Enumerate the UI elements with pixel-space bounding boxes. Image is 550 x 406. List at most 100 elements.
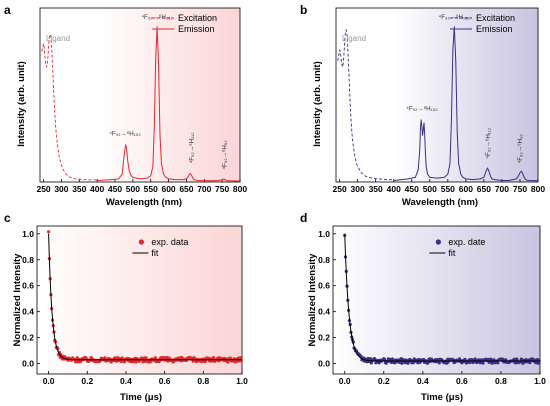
y-tick-label: 0.2 — [318, 333, 330, 343]
x-tick-label: 300 — [351, 184, 365, 194]
x-tick-label: 250 — [36, 184, 50, 194]
legend-marker — [138, 239, 144, 245]
data-marker — [238, 356, 243, 360]
x-tick-label: 0.2 — [378, 376, 390, 386]
plot-frame — [36, 225, 243, 375]
data-marker — [489, 357, 493, 361]
legend-label: Emission — [178, 24, 215, 34]
y-tick-label: 0.4 — [318, 307, 330, 317]
x-tick-label: 550 — [144, 184, 158, 194]
panel-b-excitation-emission-purple: b Intensity (arb. unit) Wavelength (nm) … — [300, 3, 545, 208]
legend-label: fit — [448, 248, 456, 258]
x-tick-label: 0.6 — [456, 376, 468, 386]
x-tick-label: 450 — [405, 184, 419, 194]
data-marker — [514, 361, 518, 365]
data-marker — [103, 356, 107, 360]
data-marker — [153, 356, 157, 360]
emission-line — [393, 26, 539, 182]
excitation-line — [337, 29, 394, 181]
transition-annotation: ⁴F₉₂→⁶H₁₃₂ — [141, 14, 173, 21]
data-marker — [536, 361, 541, 365]
excitation-line — [41, 33, 98, 181]
y-tick-label: 0.0 — [318, 359, 330, 369]
legend-label: exp. date — [448, 237, 485, 247]
x-tick-label: 550 — [441, 184, 455, 194]
plot-frame — [335, 7, 539, 183]
x-tick-label: 0.8 — [197, 376, 209, 386]
x-tick-label: 450 — [108, 184, 122, 194]
x-tick-label: 0.8 — [495, 376, 507, 386]
legend-label: fit — [151, 248, 159, 258]
x-tick-label: 800 — [233, 184, 247, 194]
background-gradient — [333, 226, 540, 374]
x-tick-label: 1.0 — [534, 376, 546, 386]
background-gradient — [393, 8, 538, 182]
x-tick-label: 350 — [72, 184, 86, 194]
data-marker — [134, 360, 138, 364]
x-tick-label: 500 — [126, 184, 140, 194]
x-tick-label: 0.4 — [417, 376, 429, 386]
background-gradient — [97, 8, 241, 182]
legend-marker — [435, 239, 441, 245]
data-marker — [481, 361, 485, 365]
ligand-label: Ligand — [342, 34, 366, 43]
data-marker — [75, 356, 79, 360]
fit-line — [48, 233, 242, 361]
data-marker — [47, 230, 51, 234]
data-marker — [468, 361, 472, 365]
y-tick-label: 0.8 — [318, 255, 330, 265]
x-axis-label: Time (μs) — [421, 392, 463, 403]
x-tick-label: 350 — [369, 184, 383, 194]
data-marker — [400, 361, 404, 365]
x-tick-label: 0.0 — [339, 376, 351, 386]
data-markers — [343, 233, 541, 365]
x-tick-label: 600 — [161, 184, 175, 194]
x-tick-label: 1.0 — [236, 376, 248, 386]
transition-annotation: ⁴F₉₂→⁶H₁₅₂ — [406, 106, 438, 113]
panel-label-d: d — [300, 211, 307, 225]
x-tick-label: 300 — [54, 184, 68, 194]
x-tick-label: 700 — [197, 184, 211, 194]
y-tick-label: 0.6 — [22, 281, 34, 291]
legend-label: exp. data — [151, 237, 188, 247]
y-tick-label: 0.4 — [22, 307, 34, 317]
x-tick-label: 0.4 — [120, 376, 132, 386]
x-tick-label: 500 — [423, 184, 437, 194]
x-axis-label: Wavelength (nm) — [106, 197, 182, 208]
y-tick-label: 0.2 — [22, 333, 34, 343]
y-axis-label: Intensity (arb. unit) — [312, 61, 323, 147]
x-axis-label: Wavelength (nm) — [402, 197, 478, 208]
y-tick-label: 0.8 — [22, 255, 34, 265]
y-axis-label: Normalized Intensity — [12, 253, 23, 347]
ligand-label: Ligand — [46, 34, 70, 43]
data-marker — [528, 360, 532, 365]
x-tick-label: 650 — [477, 184, 491, 194]
data-marker — [382, 357, 387, 361]
panel-c-decay-red: c Normalized Intensity Time (μs) 0.0 0.2 0… — [4, 211, 248, 403]
transition-annotation: ⁴F₉₂→⁶H₁₅₂ — [109, 130, 141, 137]
x-tick-label: 400 — [387, 184, 401, 194]
legend-label: Emission — [476, 24, 513, 34]
x-tick-label: 400 — [90, 184, 104, 194]
x-tick-label: 250 — [333, 184, 347, 194]
data-marker — [144, 356, 148, 360]
legend-label: Excitation — [476, 13, 515, 23]
data-marker — [512, 357, 516, 361]
data-marker — [211, 356, 215, 360]
transition-annotation: ⁴F₉₂→⁶H₉₂ — [517, 133, 524, 163]
y-axis-label: Intensity (arb. unit) — [16, 61, 27, 147]
x-axis-label: Time (μs) — [120, 392, 162, 403]
transition-annotation: ⁴F₉₂→⁶H₁₁₂ — [188, 132, 195, 164]
x-tick-label: 0.2 — [81, 376, 93, 386]
panel-label-c: c — [4, 211, 11, 225]
background-gradient — [37, 226, 242, 374]
fit-line — [344, 233, 540, 362]
panel-label-b: b — [300, 3, 307, 17]
x-tick-label: 800 — [531, 184, 545, 194]
legend-label: Excitation — [178, 13, 217, 23]
x-tick-label: 0.0 — [43, 376, 55, 386]
x-tick-label: 750 — [513, 184, 527, 194]
x-tick-label: 750 — [215, 184, 229, 194]
transition-annotation: ⁴F₉₂→⁶H₁₃₂ — [439, 14, 471, 21]
